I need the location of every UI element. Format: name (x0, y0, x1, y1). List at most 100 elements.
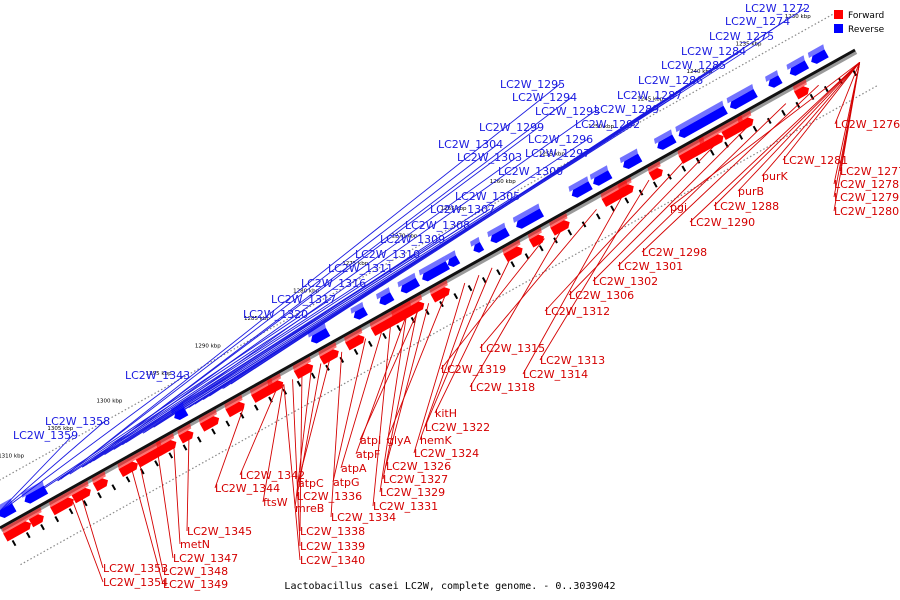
gene-feature-top[interactable] (429, 280, 448, 295)
gene-feature[interactable] (225, 401, 245, 418)
gene-label[interactable]: LC2W_1334 (331, 511, 396, 524)
gene-feature[interactable] (319, 349, 339, 365)
gene-label[interactable]: LC2W_1343 (125, 369, 190, 382)
gene-label[interactable]: LC2W_1339 (300, 540, 365, 553)
gene-feature[interactable] (503, 246, 523, 262)
gene-feature-top[interactable] (49, 490, 72, 508)
gene-feature[interactable] (516, 208, 545, 229)
gene-feature-top[interactable] (177, 423, 192, 436)
gene-feature[interactable] (135, 447, 164, 468)
gene-label[interactable]: LC2W_1329 (380, 486, 445, 499)
gene-label[interactable]: LC2W_1287 (617, 89, 682, 102)
gene-feature-top[interactable] (134, 440, 162, 460)
gene-feature-top[interactable] (720, 115, 743, 133)
gene-feature[interactable] (473, 242, 485, 253)
gene-feature-top[interactable] (512, 203, 540, 223)
gene-feature-top[interactable] (318, 342, 337, 357)
gene-label[interactable]: LC2W_1340 (300, 554, 365, 567)
gene-feature[interactable] (789, 60, 810, 76)
gene-feature[interactable] (174, 407, 189, 420)
gene-label[interactable]: LC2W_1342 (240, 469, 305, 482)
gene-feature[interactable] (422, 261, 450, 282)
gene-feature[interactable] (430, 287, 450, 303)
gene-feature[interactable] (345, 334, 365, 351)
gene-label[interactable]: LC2W_1316 (301, 277, 366, 290)
gene-label[interactable]: LC2W_1311 (328, 262, 393, 275)
gene-label[interactable]: LC2W_1294 (512, 91, 577, 104)
gene-label[interactable]: LC2W_1315 (480, 342, 545, 355)
gene-feature[interactable] (721, 122, 745, 141)
gene-feature-top[interactable] (807, 44, 825, 58)
gene-feature[interactable] (678, 105, 728, 138)
gene-label[interactable]: LC2W_1304 (438, 138, 503, 151)
gene-label[interactable]: LC2W_1286 (638, 74, 703, 87)
gene-feature[interactable] (199, 416, 220, 432)
gene-feature-top[interactable] (170, 402, 184, 415)
gene-feature-top[interactable] (292, 356, 311, 372)
gene-feature-top[interactable] (117, 454, 136, 470)
gene-label[interactable]: metN (180, 538, 210, 551)
gene-feature[interactable] (118, 461, 138, 477)
gene-feature-top[interactable] (589, 165, 609, 180)
gene-label[interactable]: LC2W_1310 (355, 248, 420, 261)
gene-label[interactable]: pgi (670, 201, 687, 214)
gene-label[interactable]: LC2W_1300 (498, 165, 563, 178)
gene-label[interactable]: LC2W_1324 (414, 447, 479, 460)
gene-label[interactable]: LC2W_1331 (373, 500, 438, 513)
gene-label[interactable]: LC2W_1278 (834, 178, 899, 191)
gene-feature-top[interactable] (91, 471, 106, 484)
gene-label[interactable]: ftsW (263, 496, 288, 509)
gene-label[interactable]: LC2W_1281 (783, 154, 848, 167)
gene-label[interactable]: atpC (298, 477, 324, 490)
gene-feature-top[interactable] (0, 498, 13, 512)
gene-feature[interactable] (657, 134, 677, 150)
gene-feature[interactable] (550, 220, 570, 236)
gene-feature-top[interactable] (675, 100, 724, 133)
gene-feature-top[interactable] (549, 213, 568, 228)
gene-label[interactable]: LC2W_1290 (690, 216, 755, 229)
gene-feature[interactable] (3, 521, 32, 542)
gene-feature[interactable] (528, 234, 545, 248)
gene-feature-top[interactable] (397, 272, 416, 288)
gene-feature[interactable] (400, 277, 421, 294)
gene-label[interactable]: LC2W_1280 (834, 205, 899, 218)
gene-label[interactable]: atpG (333, 476, 360, 489)
gene-feature-top[interactable] (376, 287, 391, 300)
gene-label[interactable]: LC2W_1302 (593, 275, 658, 288)
gene-feature[interactable] (623, 153, 643, 170)
gene-feature[interactable] (0, 503, 17, 518)
gene-label[interactable]: LC2W_1319 (441, 363, 506, 376)
gene-label[interactable]: LC2W_1272 (745, 2, 810, 15)
gene-label[interactable]: LC2W_1306 (569, 289, 634, 302)
gene-label[interactable]: kitH (435, 407, 457, 420)
gene-label[interactable]: LC2W_1285 (661, 59, 726, 72)
gene-label[interactable]: LC2W_1276 (835, 118, 900, 131)
gene-label[interactable]: hemK (420, 434, 452, 447)
gene-label[interactable]: LC2W_1338 (300, 525, 365, 538)
gene-label[interactable]: LC2W_1359 (13, 429, 78, 442)
gene-feature-top[interactable] (70, 480, 89, 496)
gene-label[interactable]: LC2W_1348 (163, 565, 228, 578)
gene-label[interactable]: glyA (387, 434, 412, 447)
gene-label[interactable]: LC2W_1336 (297, 490, 362, 503)
gene-label[interactable]: LC2W_1354 (103, 576, 168, 589)
gene-feature-top[interactable] (502, 239, 521, 255)
gene-label[interactable]: LC2W_1308 (405, 219, 470, 232)
gene-label[interactable]: LC2W_1297 (525, 147, 590, 160)
gene-feature-top[interactable] (21, 480, 44, 498)
gene-feature-top[interactable] (726, 83, 754, 104)
gene-label[interactable]: LC2W_1326 (386, 460, 451, 473)
gene-label[interactable]: LC2W_1279 (834, 191, 899, 204)
gene-feature-top[interactable] (198, 409, 217, 424)
gene-feature[interactable] (370, 301, 425, 336)
gene-feature-top[interactable] (765, 70, 779, 82)
gene-feature[interactable] (490, 227, 510, 244)
gene-label[interactable]: LC2W_1322 (425, 421, 490, 434)
gene-feature-top[interactable] (786, 55, 805, 70)
gene-label[interactable]: LC2W_1327 (383, 473, 448, 486)
gene-label[interactable]: LC2W_1358 (45, 415, 110, 428)
gene-feature[interactable] (353, 307, 368, 320)
gene-feature-top[interactable] (344, 327, 363, 343)
gene-label[interactable]: LC2W_1307 (430, 203, 495, 216)
gene-label[interactable]: LC2W_1275 (709, 30, 774, 43)
